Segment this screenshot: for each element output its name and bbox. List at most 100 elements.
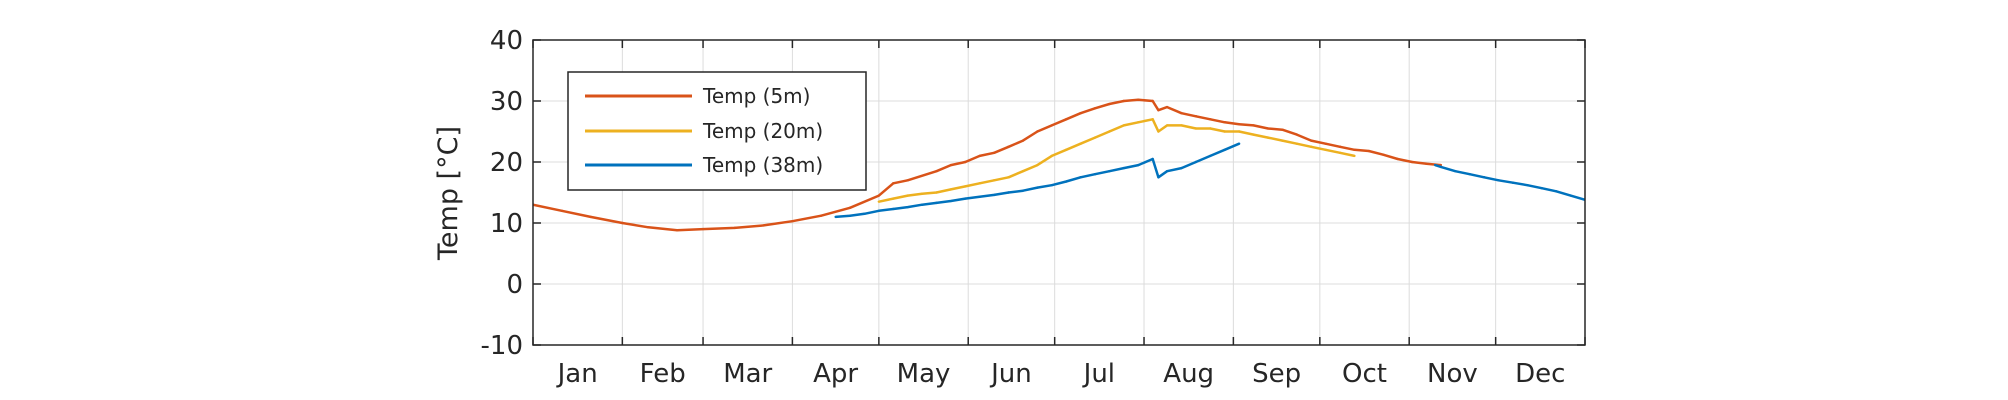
data-point [1079, 142, 1082, 145]
data-point [992, 179, 996, 182]
x-tick-label: May [897, 359, 951, 389]
data-point [1194, 115, 1198, 118]
legend: Temp (5m) Temp (20m) Temp (38m) [567, 71, 867, 191]
x-tick-label: Sep [1252, 359, 1301, 389]
data-point [1165, 105, 1169, 109]
x-tick-label: Aug [1163, 359, 1214, 389]
series-line-2 [1434, 163, 1585, 202]
data-point [589, 215, 592, 219]
y-tick-label: 10 [490, 209, 523, 239]
data-point [1137, 121, 1140, 124]
legend-label-38m: Temp (38m) [702, 153, 823, 177]
data-point [647, 226, 650, 229]
data-point [1180, 166, 1183, 170]
data-point [1324, 148, 1327, 151]
data-point [1050, 124, 1053, 127]
data-point [1157, 108, 1160, 112]
data-point [1194, 127, 1198, 130]
data-point [762, 224, 765, 227]
data-point [791, 219, 794, 223]
data-point [1569, 194, 1572, 197]
plot-area-frame [532, 39, 1586, 346]
data-point [964, 197, 967, 200]
data-point [949, 199, 953, 203]
data-point [1252, 124, 1255, 127]
data-point [863, 212, 866, 216]
data-point [1281, 128, 1284, 131]
data-point [1497, 179, 1500, 182]
data-point [1036, 186, 1039, 189]
data-point [1324, 142, 1327, 145]
data-point [1122, 166, 1126, 170]
data-point [1108, 102, 1111, 106]
data-point [1338, 145, 1342, 148]
data-point [1540, 187, 1543, 190]
data-point [1157, 176, 1160, 179]
x-tick-label: Apr [813, 359, 858, 389]
legend-label-5m: Temp (5m) [702, 84, 810, 108]
data-point [1295, 133, 1298, 136]
data-point [675, 229, 679, 232]
data-point [1396, 157, 1399, 161]
data-point [1065, 148, 1068, 151]
data-point [1554, 190, 1558, 193]
data-point [1209, 154, 1212, 158]
data-point [1266, 127, 1270, 130]
data-point [1223, 121, 1226, 124]
data-point [1165, 169, 1169, 173]
data-point [1007, 145, 1010, 148]
data-point [1079, 112, 1082, 115]
x-tick-label: Jul [1082, 359, 1115, 389]
legend-label-20m: Temp (20m) [702, 119, 823, 143]
data-point [1151, 157, 1154, 161]
data-point [1065, 118, 1068, 121]
data-point [1065, 180, 1068, 183]
data-point [1468, 173, 1471, 176]
data-point [621, 221, 624, 225]
data-point [1309, 145, 1313, 148]
data-point [978, 154, 981, 158]
data-point [1108, 169, 1111, 173]
data-point [935, 191, 938, 194]
data-point [1151, 118, 1154, 121]
data-point [906, 205, 909, 209]
series-layer [533, 98, 1585, 232]
data-point [1209, 118, 1212, 121]
data-point [1367, 149, 1371, 153]
data-point [1237, 130, 1241, 133]
data-point [848, 206, 852, 209]
data-point [964, 160, 967, 164]
data-point [1180, 124, 1183, 127]
data-point [1021, 169, 1025, 173]
data-point [1295, 142, 1298, 145]
data-point [1122, 99, 1126, 103]
data-point [1237, 122, 1241, 126]
data-point [1137, 98, 1140, 101]
data-point [1165, 124, 1169, 127]
y-tick-label: 0 [506, 270, 523, 300]
data-point [1007, 191, 1010, 194]
data-point [1050, 183, 1053, 187]
data-point [1252, 133, 1255, 136]
x-tick-label: Nov [1427, 359, 1478, 389]
data-point [1122, 124, 1126, 127]
y-tick-label: 20 [490, 148, 523, 178]
data-point [1425, 162, 1428, 166]
data-point [1309, 139, 1313, 142]
data-point [949, 188, 953, 191]
data-point [1454, 169, 1457, 173]
data-point [1237, 142, 1241, 145]
x-tick-label: Jun [989, 359, 1032, 389]
data-point [1021, 139, 1025, 142]
series-line-2 [835, 142, 1240, 219]
data-point [733, 226, 736, 230]
x-tick-label: Dec [1515, 359, 1565, 389]
data-point [560, 209, 564, 212]
data-point [701, 227, 705, 231]
data-point [1093, 107, 1097, 110]
y-tick-label: 40 [490, 26, 523, 56]
data-point [1223, 148, 1226, 151]
data-point [935, 169, 938, 173]
data-point [1410, 160, 1414, 164]
data-point [1093, 136, 1097, 139]
